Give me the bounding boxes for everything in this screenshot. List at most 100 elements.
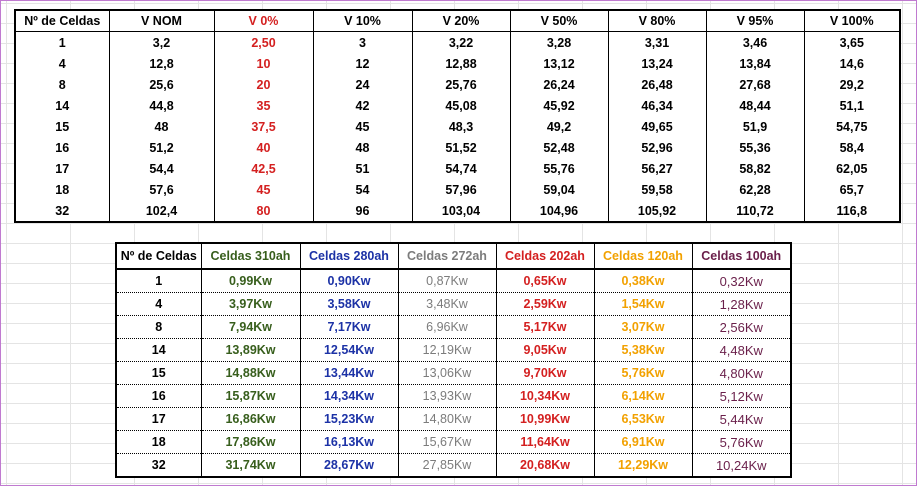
- table-cell[interactable]: 17: [55, 161, 70, 176]
- table-cell[interactable]: 6,96Kw: [397, 315, 496, 339]
- header-cell-v-100[interactable]: V 100%: [803, 10, 900, 32]
- header-cell-v-50[interactable]: V 50%: [509, 10, 608, 32]
- table-cell[interactable]: 52,48: [509, 137, 608, 158]
- table-cell[interactable]: 45: [213, 179, 313, 200]
- table-cell[interactable]: 12,8: [108, 53, 214, 74]
- table-cell[interactable]: 3,48Kw: [397, 292, 496, 316]
- table-cell[interactable]: 15: [116, 361, 201, 385]
- table-cell[interactable]: 15: [55, 119, 70, 134]
- header-cell-v-20[interactable]: V 20%: [411, 10, 510, 32]
- table-cell[interactable]: 3,2: [108, 31, 214, 53]
- table-cell[interactable]: 44,8: [108, 95, 214, 116]
- table-cell[interactable]: 24: [312, 74, 412, 95]
- table-cell[interactable]: 16: [116, 384, 201, 408]
- table-cell[interactable]: 11,64Kw: [495, 430, 594, 454]
- table-cell[interactable]: 8: [116, 315, 201, 339]
- table-cell[interactable]: 10,99Kw: [495, 407, 594, 431]
- table-cell[interactable]: 7,94Kw: [200, 315, 300, 339]
- table-cell[interactable]: 37,5: [213, 116, 313, 137]
- table-cell[interactable]: 55,76: [509, 158, 608, 179]
- table-cell[interactable]: 3,46: [705, 31, 804, 53]
- table-cell[interactable]: 13,24: [607, 53, 706, 74]
- table-cell[interactable]: 103,04: [411, 200, 510, 222]
- table-cell[interactable]: 49,65: [607, 116, 706, 137]
- table-cell[interactable]: 16: [55, 140, 70, 155]
- header-cell-310ah[interactable]: Celdas 310ah: [200, 243, 300, 270]
- table-cell[interactable]: 10,24Kw: [691, 453, 791, 477]
- header-cell-v-80[interactable]: V 80%: [607, 10, 706, 32]
- table-cell[interactable]: 13,44Kw: [299, 361, 398, 385]
- table-cell[interactable]: 32: [151, 458, 166, 472]
- header-cell-120ah[interactable]: Celdas 120ah: [593, 243, 692, 270]
- table-cell[interactable]: 6,53Kw: [593, 407, 692, 431]
- table-cell[interactable]: 54,4: [108, 158, 214, 179]
- table-cell[interactable]: 3: [312, 31, 412, 53]
- table-cell[interactable]: 42,5: [213, 158, 313, 179]
- table-cell[interactable]: 2,50: [213, 31, 313, 53]
- table-cell[interactable]: 48,44: [705, 95, 804, 116]
- table-cell[interactable]: 9,70Kw: [495, 361, 594, 385]
- table-cell[interactable]: 5,44Kw: [691, 407, 791, 431]
- table-cell[interactable]: 3,58Kw: [299, 292, 398, 316]
- table-cell[interactable]: 7,17Kw: [299, 315, 398, 339]
- table-cell[interactable]: 3,28: [509, 31, 608, 53]
- table-cell[interactable]: 42: [312, 95, 412, 116]
- header-cell-100ah[interactable]: Celdas 100ah: [691, 243, 791, 270]
- header-cell-cell-count[interactable]: Nº de Celdas: [15, 10, 109, 32]
- table-cell[interactable]: 6,91Kw: [593, 430, 692, 454]
- table-cell[interactable]: 4,80Kw: [691, 361, 791, 385]
- table-cell[interactable]: 57,96: [411, 179, 510, 200]
- table-cell[interactable]: 105,92: [607, 200, 706, 222]
- table-cell[interactable]: 54,75: [803, 116, 900, 137]
- table-cell[interactable]: 17: [116, 407, 201, 431]
- table-cell[interactable]: 5,76Kw: [691, 430, 791, 454]
- table-cell[interactable]: 45: [312, 116, 412, 137]
- table-cell[interactable]: 104,96: [509, 200, 608, 222]
- table-cell[interactable]: 14,88Kw: [200, 361, 300, 385]
- table-cell[interactable]: 5,12Kw: [691, 384, 791, 408]
- table-cell[interactable]: 35: [213, 95, 313, 116]
- table-cell[interactable]: 54: [312, 179, 412, 200]
- table-cell[interactable]: 14,34Kw: [299, 384, 398, 408]
- table-cell[interactable]: 18: [55, 182, 70, 197]
- table-cell[interactable]: 2,59Kw: [495, 292, 594, 316]
- table-cell[interactable]: 12,19Kw: [397, 338, 496, 362]
- table-cell[interactable]: 3,97Kw: [200, 292, 300, 316]
- table-cell[interactable]: 58,82: [705, 158, 804, 179]
- table-cell[interactable]: 1,54Kw: [593, 292, 692, 316]
- table-cell[interactable]: 0,38Kw: [593, 269, 692, 293]
- header-cell-v-0[interactable]: V 0%: [213, 10, 313, 32]
- table-cell[interactable]: 20,68Kw: [495, 453, 594, 477]
- table-cell[interactable]: 5,17Kw: [495, 315, 594, 339]
- table-cell[interactable]: 12,88: [411, 53, 510, 74]
- table-cell[interactable]: 56,27: [607, 158, 706, 179]
- table-cell[interactable]: 52,96: [607, 137, 706, 158]
- table-cell[interactable]: 0,87Kw: [397, 269, 496, 293]
- table-cell[interactable]: 48: [108, 116, 214, 137]
- header-cell-v-nom[interactable]: V NOM: [108, 10, 214, 32]
- table-cell[interactable]: 54,74: [411, 158, 510, 179]
- header-cell-v-95[interactable]: V 95%: [705, 10, 804, 32]
- table-cell[interactable]: 48,3: [411, 116, 510, 137]
- table-cell[interactable]: 13,89Kw: [200, 338, 300, 362]
- table-cell[interactable]: 46,34: [607, 95, 706, 116]
- table-cell[interactable]: 59,58: [607, 179, 706, 200]
- table-cell[interactable]: 59,04: [509, 179, 608, 200]
- table-cell[interactable]: 51,1: [803, 95, 900, 116]
- table-cell[interactable]: 12,29Kw: [593, 453, 692, 477]
- header-cell-272ah[interactable]: Celdas 272ah: [397, 243, 496, 270]
- table-cell[interactable]: 12,54Kw: [299, 338, 398, 362]
- table-cell[interactable]: 3,07Kw: [593, 315, 692, 339]
- table-cell[interactable]: 14: [55, 98, 70, 113]
- header-cell-280ah[interactable]: Celdas 280ah: [299, 243, 398, 270]
- table-cell[interactable]: 58,4: [803, 137, 900, 158]
- table-cell[interactable]: 18: [116, 430, 201, 454]
- header-cell-cell-count[interactable]: Nº de Celdas: [116, 243, 201, 270]
- table-cell[interactable]: 40: [213, 137, 313, 158]
- table-cell[interactable]: 3,65: [803, 31, 900, 53]
- table-cell[interactable]: 26,24: [509, 74, 608, 95]
- table-cell[interactable]: 25,76: [411, 74, 510, 95]
- table-cell[interactable]: 31,74Kw: [200, 453, 300, 477]
- table-cell[interactable]: 10,34Kw: [495, 384, 594, 408]
- table-cell[interactable]: 0,65Kw: [495, 269, 594, 293]
